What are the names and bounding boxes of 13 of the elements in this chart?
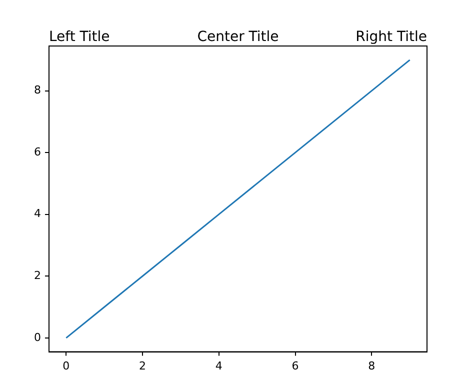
x-tick-label: 4 (215, 359, 222, 372)
y-tick-label: 2 (34, 268, 41, 282)
x-tick-label: 2 (139, 359, 146, 372)
y-tick-label: 8 (34, 84, 41, 97)
x-tick-label: 0 (62, 359, 70, 372)
chart-title: Center Title (197, 29, 279, 45)
y-tick-label: 4 (34, 207, 41, 220)
y-tick-label: 0 (34, 330, 41, 344)
text: Right Title (356, 29, 427, 45)
text: Left Title (49, 29, 110, 45)
x-tick-label: 6 (292, 359, 299, 372)
y-tick-label: 6 (34, 145, 41, 158)
x-tick-label: 8 (368, 359, 376, 372)
